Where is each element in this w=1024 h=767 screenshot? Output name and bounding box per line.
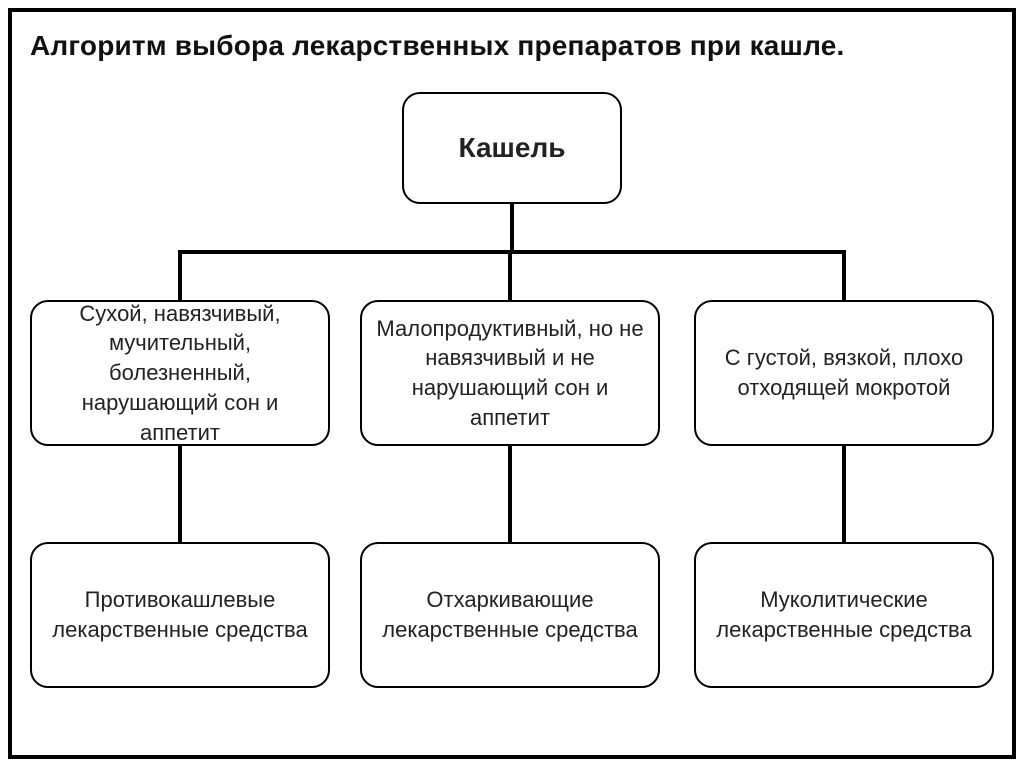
node-antitussives-label: Противокашлевые лекарственные средства <box>46 585 314 644</box>
node-viscous-sputum-cough: С густой, вязкой, плохо отходящей мокрот… <box>694 300 994 446</box>
node-mucolytics: Муколитические лекарственные средства <box>694 542 994 688</box>
node-viscous-sputum-cough-label: С густой, вязкой, плохо отходящей мокрот… <box>710 343 978 402</box>
node-root-label: Кашель <box>459 129 566 167</box>
node-low-productive-cough: Малопродуктивный, но не навязчивый и не … <box>360 300 660 446</box>
node-dry-cough-label: Сухой, навязчивый, мучительный, болезнен… <box>46 299 314 447</box>
diagram-title: Алгоритм выбора лекарственных препаратов… <box>12 12 1012 72</box>
node-low-productive-cough-label: Малопродуктивный, но не навязчивый и не … <box>376 314 644 433</box>
node-mucolytics-label: Муколитические лекарственные средства <box>710 585 978 644</box>
node-dry-cough: Сухой, навязчивый, мучительный, болезнен… <box>30 300 330 446</box>
node-expectorants: Отхаркивающие лекарственные средства <box>360 542 660 688</box>
diagram-canvas: Кашель Сухой, навязчивый, мучительный, б… <box>12 72 1012 745</box>
diagram-frame: Алгоритм выбора лекарственных препаратов… <box>8 8 1016 759</box>
node-antitussives: Противокашлевые лекарственные средства <box>30 542 330 688</box>
node-expectorants-label: Отхаркивающие лекарственные средства <box>376 585 644 644</box>
node-root: Кашель <box>402 92 622 204</box>
